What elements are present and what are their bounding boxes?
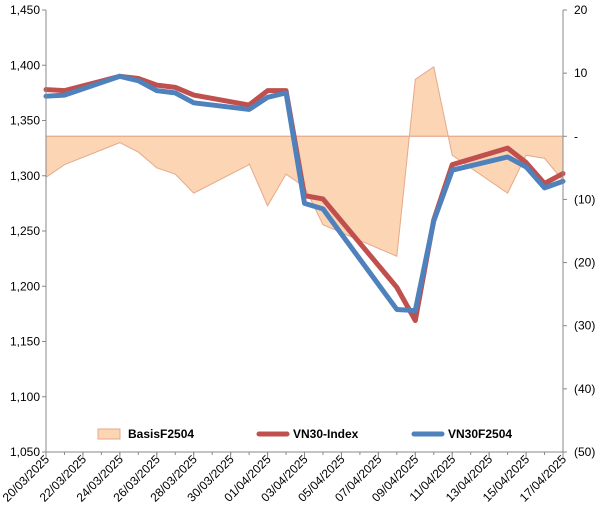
- left-tick-label: 1,400: [10, 58, 40, 72]
- series-lines-layer: [43, 73, 566, 324]
- right-tick-label: (10): [574, 192, 595, 206]
- left-tick-label: 1,350: [10, 114, 40, 128]
- basis-area: [45, 65, 564, 257]
- series-line-vn30f2504: [43, 73, 566, 314]
- legend-label: VN30-Index: [293, 427, 359, 441]
- right-tick-label: 10: [574, 66, 588, 80]
- left-tick-label: 1,050: [10, 445, 40, 459]
- right-tick-label: (20): [574, 256, 595, 270]
- legend-swatch-basis: [97, 428, 121, 440]
- legend: BasisF2504 VN30-Index VN30F2504: [97, 427, 512, 441]
- left-tick-label: 1,250: [10, 224, 40, 238]
- left-tick-label: 1,150: [10, 335, 40, 349]
- left-tick-label: 1,450: [10, 3, 40, 17]
- left-tick-label: 1,200: [10, 279, 40, 293]
- basis-area-layer: [45, 65, 564, 257]
- right-tick-label: (40): [574, 382, 595, 396]
- right-tick-label: 20: [574, 3, 588, 17]
- left-tick-label: 1,100: [10, 390, 40, 404]
- right-tick-label: (50): [574, 445, 595, 459]
- right-tick-label: -: [574, 129, 578, 143]
- right-tick-label: (30): [574, 319, 595, 333]
- legend-label: VN30F2504: [448, 427, 512, 441]
- left-tick-label: 1,300: [10, 169, 40, 183]
- legend-label: BasisF2504: [128, 427, 194, 441]
